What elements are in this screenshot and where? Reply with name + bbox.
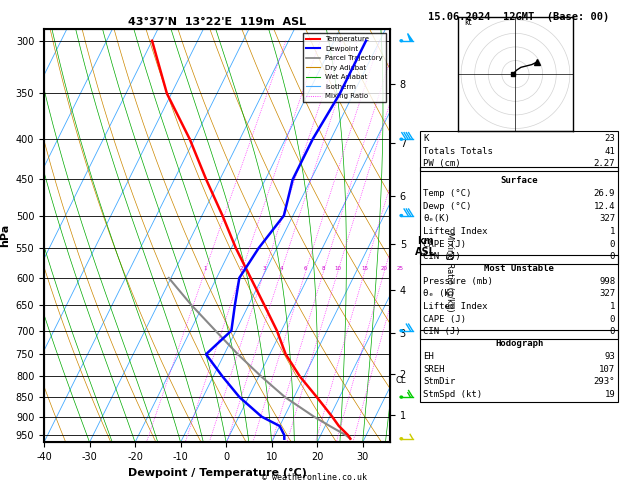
Text: 1: 1 [610, 302, 615, 311]
Text: 0: 0 [610, 252, 615, 261]
Text: θₑ(K): θₑ(K) [423, 214, 450, 223]
Text: Hodograph: Hodograph [495, 339, 543, 348]
Text: Pressure (mb): Pressure (mb) [423, 277, 493, 286]
Text: Lifted Index: Lifted Index [423, 302, 488, 311]
Text: Surface: Surface [501, 176, 538, 185]
X-axis label: Dewpoint / Temperature (°C): Dewpoint / Temperature (°C) [128, 468, 306, 478]
Text: CL: CL [395, 376, 406, 385]
Text: 15: 15 [361, 266, 368, 271]
Legend: Temperature, Dewpoint, Parcel Trajectory, Dry Adiabat, Wet Adiabat, Isotherm, Mi: Temperature, Dewpoint, Parcel Trajectory… [303, 34, 386, 102]
Text: Most Unstable: Most Unstable [484, 264, 554, 273]
Text: 93: 93 [604, 352, 615, 361]
Text: CIN (J): CIN (J) [423, 252, 461, 261]
Text: 2.27: 2.27 [594, 159, 615, 168]
Text: θₑ (K): θₑ (K) [423, 290, 455, 298]
Text: 107: 107 [599, 364, 615, 374]
Text: StmDir: StmDir [423, 377, 455, 386]
Text: 2: 2 [240, 266, 243, 271]
Text: 293°: 293° [594, 377, 615, 386]
Text: Dewp (°C): Dewp (°C) [423, 202, 472, 210]
Y-axis label: hPa: hPa [0, 224, 10, 247]
Text: 1: 1 [610, 227, 615, 236]
Text: 327: 327 [599, 214, 615, 223]
Text: 0: 0 [610, 328, 615, 336]
Text: 4: 4 [279, 266, 282, 271]
Text: PW (cm): PW (cm) [423, 159, 461, 168]
Text: StmSpd (kt): StmSpd (kt) [423, 390, 482, 399]
Text: Lifted Index: Lifted Index [423, 227, 488, 236]
Text: 0: 0 [610, 240, 615, 248]
Text: CAPE (J): CAPE (J) [423, 240, 466, 248]
Text: 998: 998 [599, 277, 615, 286]
Y-axis label: km
ASL: km ASL [415, 236, 436, 257]
Text: EH: EH [423, 352, 434, 361]
Text: CAPE (J): CAPE (J) [423, 315, 466, 324]
Text: 6: 6 [304, 266, 307, 271]
Text: 25: 25 [396, 266, 403, 271]
Text: 23: 23 [604, 134, 615, 143]
Text: © weatheronline.co.uk: © weatheronline.co.uk [262, 473, 367, 482]
Title: 43°37'N  13°22'E  119m  ASL: 43°37'N 13°22'E 119m ASL [128, 17, 306, 27]
Text: CIN (J): CIN (J) [423, 328, 461, 336]
Text: Totals Totals: Totals Totals [423, 147, 493, 156]
Text: 15.06.2024  12GMT  (Base: 00): 15.06.2024 12GMT (Base: 00) [428, 12, 609, 22]
Text: 3: 3 [262, 266, 266, 271]
Text: 19: 19 [604, 390, 615, 399]
Text: kt: kt [464, 18, 471, 27]
Text: K: K [423, 134, 429, 143]
Text: 0: 0 [610, 315, 615, 324]
Text: 8: 8 [321, 266, 325, 271]
Text: SREH: SREH [423, 364, 445, 374]
Text: 1: 1 [203, 266, 206, 271]
Text: Temp (°C): Temp (°C) [423, 189, 472, 198]
Text: 327: 327 [599, 290, 615, 298]
Text: 41: 41 [604, 147, 615, 156]
Text: 10: 10 [334, 266, 341, 271]
Text: 26.9: 26.9 [594, 189, 615, 198]
Text: 20: 20 [381, 266, 387, 271]
Text: 12.4: 12.4 [594, 202, 615, 210]
